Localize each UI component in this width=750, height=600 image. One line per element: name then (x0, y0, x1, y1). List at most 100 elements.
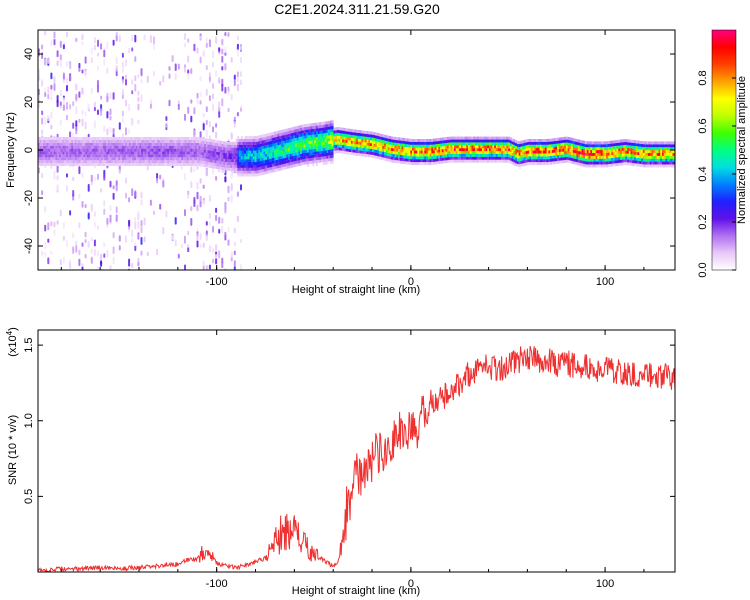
spectrogram-ridge-cell (272, 146, 275, 150)
spectrogram-cell (53, 31, 56, 39)
spectrogram-ridge-cell (123, 163, 126, 166)
spectrogram-ridge-cell (621, 139, 624, 143)
spectrogram-ridge-cell (261, 157, 264, 161)
spectrogram-ridge-cell (195, 160, 198, 164)
spectrogram-ridge-cell (501, 142, 504, 146)
spectrogram-ridge-cell (558, 160, 561, 164)
spectrogram-ridge-cell (333, 144, 336, 148)
spectrogram-ridge-cell (235, 139, 238, 142)
spectrogram-ridge-cell (551, 161, 554, 165)
spectrogram-ridge-cell (641, 141, 643, 144)
spectrogram-ridge-cell (275, 157, 278, 160)
spectrogram-ridge-cell (513, 162, 516, 166)
spectrogram-ridge-cell (45, 151, 47, 155)
spectrogram-ridge-cell (294, 146, 297, 150)
spectrogram-ridge-cell (100, 154, 103, 158)
spectrogram-ridge-cell (511, 144, 514, 148)
spectrogram-ridge-cell (483, 148, 486, 152)
spectrogram-ridge-cell (141, 151, 144, 155)
spectrogram-ridge-cell (38, 142, 40, 146)
spectrogram-cell (56, 60, 59, 67)
spectrogram-ridge-cell (555, 143, 558, 147)
spectrogram-ridge-cell (363, 142, 366, 146)
spectrogram-ridge-cell (543, 139, 546, 142)
spectrogram-ridge-cell (95, 137, 98, 140)
spectrogram-ridge-cell (301, 144, 304, 148)
spectrogram-ridge-cell (401, 143, 404, 147)
spectrogram-ridge-cell (225, 161, 227, 165)
spectrogram-ridge-cell (438, 149, 441, 153)
spectrogram-ridge-cell (310, 134, 313, 138)
spectrogram-ridge-cell (487, 156, 490, 160)
spectrogram-ridge-cell (265, 162, 268, 166)
spectrogram-ridge-cell (282, 161, 285, 164)
spectrogram-ridge-cell (609, 155, 612, 159)
spectrogram-cell (134, 216, 137, 223)
spectrogram-ridge-cell (410, 138, 413, 142)
spectrogram-ridge-cell (338, 130, 341, 134)
spectrogram-ridge-cell (641, 155, 643, 159)
spectrogram-ridge-cell (530, 159, 533, 163)
spectrogram-ridge-cell (181, 148, 184, 152)
spectrogram-ridge-cell (148, 154, 151, 158)
spectrogram-ridge-cell (216, 160, 219, 164)
spectrogram-cell (153, 210, 155, 215)
spectrogram-ridge-cell (200, 143, 203, 147)
spectrogram-ridge-cell (298, 157, 301, 161)
spectrogram-ridge-cell (574, 161, 577, 165)
spectrogram-ridge-cell (349, 143, 352, 147)
spectrogram-ridge-cell (239, 173, 241, 177)
spectrogram-ridge-cell (539, 159, 542, 163)
spectrogram-ridge-cell (588, 161, 591, 165)
spectrogram-ridge-cell (445, 148, 448, 152)
spectrogram-ridge-cell (144, 160, 147, 164)
spectrogram-ridge-cell (600, 158, 603, 162)
spectrogram-ridge-cell (319, 156, 322, 160)
spectrogram-ridge-cell (177, 142, 180, 146)
spectrogram-ridge-cell (534, 150, 537, 154)
spectrogram-ridge-cell (364, 151, 367, 154)
spectrogram-ridge-cell (104, 137, 107, 140)
spectrogram-cell (187, 246, 190, 253)
spectrogram-ridge-cell (307, 141, 310, 144)
spectrogram-ridge-cell (588, 147, 591, 151)
spectrogram-ridge-cell (522, 151, 525, 155)
spectrogram-ridge-cell (424, 153, 427, 157)
spectrogram-ridge-cell (286, 160, 289, 164)
spectrogram-ridge-cell (335, 135, 338, 139)
spectrogram-cell (233, 260, 236, 268)
spectrogram-ridge-cell (560, 137, 563, 141)
spectrogram-ridge-cell (272, 163, 275, 167)
spectrogram-ridge-cell (127, 160, 130, 164)
spectrogram-ridge-cell (455, 151, 458, 154)
spectrogram-ridge-cell (534, 153, 537, 157)
spectrogram-cell (81, 34, 84, 41)
spectrogram-ridge-cell (322, 133, 325, 137)
spectrogram-ridge-cell (520, 143, 523, 147)
spectrogram-ridge-cell (319, 159, 322, 163)
spectrogram-ridge-cell (78, 154, 81, 158)
spectrogram-ridge-cell (459, 145, 462, 149)
spectrogram-ridge-cell (607, 149, 610, 153)
spectrogram-ridge-cell (291, 156, 294, 159)
spectrogram-ridge-cell (235, 147, 238, 151)
spectrogram-ridge-cell (128, 148, 131, 152)
spectrogram-ridge-cell (303, 138, 306, 142)
spectrogram-ridge-cell (279, 167, 282, 171)
spectrogram-cell (149, 199, 152, 206)
spectrogram-ridge-cell (363, 145, 366, 149)
spectrogram-ridge-cell (389, 138, 392, 142)
spectrogram-ridge-cell (415, 150, 418, 154)
spectrogram-ridge-cell (371, 146, 374, 150)
spectrogram-cell (93, 120, 96, 129)
spectrogram-ridge-cell (270, 158, 273, 162)
spectrogram-ridge-cell (487, 136, 490, 140)
spectrogram-ridge-cell (490, 156, 493, 160)
spectrogram-ridge-cell (237, 147, 240, 151)
spectrogram-ridge-cell (471, 156, 474, 160)
spectrogram-ridge-cell (202, 158, 205, 161)
spectrogram-ridge-cell (457, 142, 460, 146)
spectrogram-ridge-cell (121, 142, 124, 146)
spectrogram-ridge-cell (200, 152, 203, 155)
spectrogram-ridge-cell (473, 145, 476, 149)
